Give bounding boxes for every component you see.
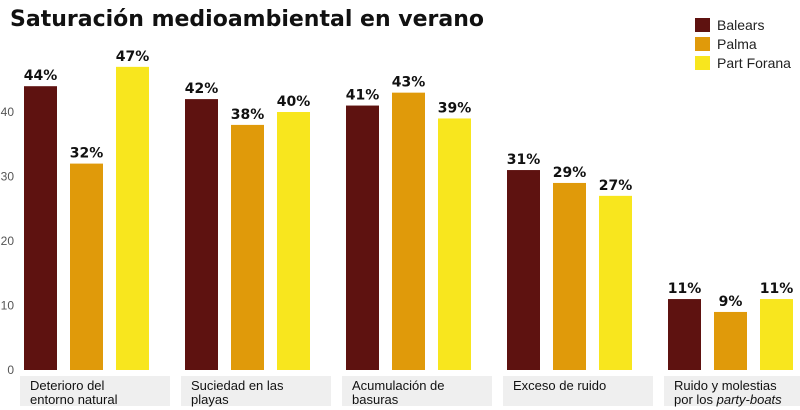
bar (116, 66, 149, 370)
bar (599, 195, 632, 370)
data-label: 44% (24, 68, 58, 84)
chart-title: Saturación medioambiental en verano (10, 7, 484, 32)
bar (185, 99, 218, 370)
category-label: Exceso de ruido (513, 378, 606, 393)
data-label: 27% (599, 178, 633, 194)
category-label-backgrounds (20, 376, 800, 406)
bar (231, 124, 264, 371)
bar (70, 163, 103, 370)
category-label: Ruido y molestias por los party-boats (674, 378, 782, 407)
data-label: 42% (185, 81, 219, 97)
legend-swatch (695, 18, 710, 32)
category-label-band (20, 376, 170, 406)
bar (668, 299, 701, 370)
y-tick-label: 40 (1, 105, 15, 119)
bar (507, 170, 540, 370)
y-tick-label: 30 (1, 170, 15, 184)
category-label: Acumulación de basuras (352, 378, 445, 407)
legend-entry: Palma (717, 36, 757, 52)
data-label: 29% (553, 165, 587, 181)
bar (714, 311, 747, 370)
bar (346, 105, 379, 371)
bar (392, 92, 425, 371)
data-label: 43% (392, 75, 426, 91)
category-label-band (664, 376, 800, 406)
bar (24, 86, 57, 370)
bar (553, 182, 586, 370)
legend-entry: Part Forana (717, 55, 791, 71)
category-label-band (342, 376, 492, 406)
category-label: Suciedad en las playas (191, 378, 284, 407)
value-labels: 44% 32% 47% 42% 38% 40% 41% 43% 39% 31% 29% 27% 11% 9… (24, 49, 794, 310)
y-tick-label: 10 (1, 299, 15, 313)
data-label: 39% (438, 100, 472, 116)
data-label: 31% (507, 152, 541, 168)
legend-swatch (695, 37, 710, 51)
legend: Balears Palma Part Forana (695, 17, 791, 71)
bars (24, 66, 793, 371)
data-label: 11% (760, 281, 794, 297)
category-label-band (503, 376, 653, 406)
data-label: 11% (668, 281, 702, 297)
y-tick-label: 0 (7, 363, 14, 377)
category-label: Deterioro del entorno natural (30, 378, 118, 407)
bar (438, 118, 471, 370)
category-labels: Deterioro del entorno natural Suciedad en … (30, 378, 782, 407)
bar (277, 112, 310, 370)
data-label: 9% (719, 294, 743, 310)
data-label: 38% (231, 107, 265, 123)
data-label: 40% (277, 94, 311, 110)
data-label: 47% (116, 49, 150, 65)
y-tick-label: 20 (1, 234, 15, 248)
category-label-band (181, 376, 331, 406)
data-label: 41% (346, 88, 380, 104)
legend-entry: Balears (717, 17, 764, 33)
bar (760, 299, 793, 370)
data-label: 32% (70, 146, 104, 162)
legend-swatch (695, 56, 710, 70)
y-axis: 0 10 20 30 40 (1, 105, 15, 377)
